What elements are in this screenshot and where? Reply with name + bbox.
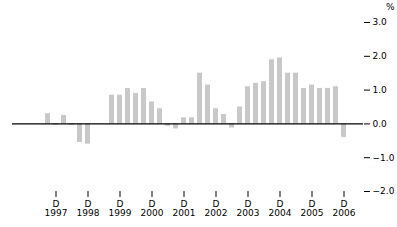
svg-text:D2006: D2006: [333, 199, 356, 218]
svg-text:D2002: D2002: [205, 199, 228, 218]
svg-text:D1998: D1998: [77, 199, 100, 218]
svg-text:D1997: D1997: [45, 199, 68, 218]
svg-text:D2003: D2003: [237, 199, 260, 218]
svg-text:3.0: 3.0: [373, 17, 388, 27]
svg-text:1.0: 1.0: [373, 85, 388, 95]
svg-text:D2001: D2001: [173, 199, 196, 218]
svg-text:D2005: D2005: [301, 199, 324, 218]
svg-text:0.0: 0.0: [373, 119, 388, 129]
svg-text:−1.0: −1.0: [373, 153, 395, 163]
svg-text:2.0: 2.0: [373, 51, 388, 61]
svg-text:%: %: [386, 2, 395, 12]
svg-text:D2004: D2004: [269, 199, 292, 218]
svg-text:D1999: D1999: [109, 199, 132, 218]
svg-text:D2000: D2000: [141, 199, 164, 218]
svg-text:−2.0: −2.0: [373, 186, 395, 196]
